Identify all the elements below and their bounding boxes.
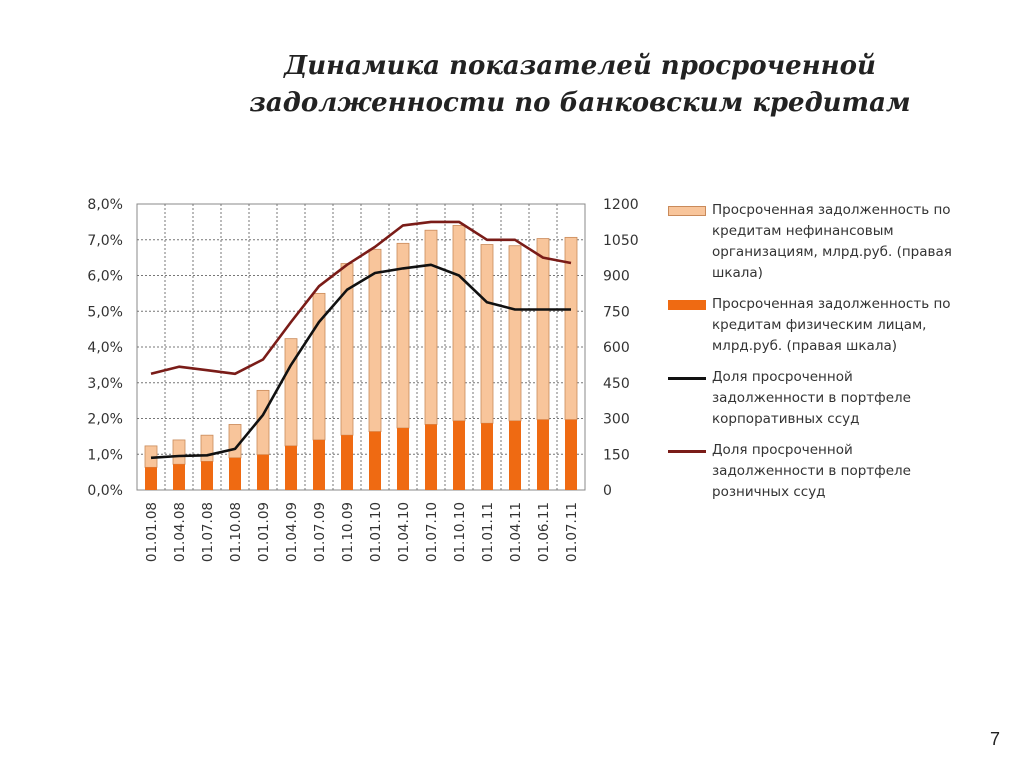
bar-retail	[341, 435, 353, 490]
line-retail-share	[150, 220, 572, 376]
title-line-2: задолженности по банковским кредитам	[249, 88, 911, 118]
right-axis-tick-label: 750	[603, 304, 630, 320]
bar-corporate	[284, 338, 298, 447]
legend-item-retail-line: Доля просроченной задолженности в портфе…	[668, 440, 968, 503]
right-axis-tick-label: 1200	[603, 197, 639, 213]
page-number: 7	[989, 729, 1000, 749]
right-axis-tick-label: 900	[603, 269, 630, 285]
bar-corporate	[424, 229, 438, 425]
bar-corporate	[200, 434, 214, 462]
x-axis-tick-label: 01.01.10	[368, 502, 384, 562]
x-axis-tick-label: 01.10.10	[452, 502, 468, 562]
left-axis-tick-label: 6,0%	[87, 269, 123, 285]
right-axis-tick-label: 0	[603, 483, 612, 499]
left-axis-tick-label: 5,0%	[87, 304, 123, 320]
bar-corporate	[256, 389, 270, 456]
legend-label-corporate-line: Доля просроченной задолженности в портфе…	[712, 369, 911, 427]
left-axis-tick-label: 1,0%	[87, 447, 123, 463]
legend-item-corporate-bar: Просроченная задолженность по кредитам н…	[668, 200, 968, 284]
legend-swatch-retail-line	[668, 450, 706, 453]
legend-item-retail-bar: Просроченная задолженность по кредитам ф…	[668, 294, 968, 357]
bar-retail	[145, 467, 157, 490]
bar-corporate	[172, 439, 186, 465]
x-axis-tick-label: 01.04.09	[284, 502, 300, 562]
x-axis-tick-label: 01.10.09	[340, 502, 356, 562]
bar-retail	[453, 420, 465, 490]
x-axis-tick-label: 01.04.08	[172, 502, 188, 562]
left-axis-tick-label: 0,0%	[87, 483, 123, 499]
legend-swatch-retail-bar	[668, 300, 706, 310]
x-axis-tick-label: 01.01.11	[480, 502, 496, 562]
left-axis-tick-label: 4,0%	[87, 340, 123, 356]
left-axis-tick-label: 3,0%	[87, 376, 123, 392]
right-axis-tick-label: 600	[603, 340, 630, 356]
bar-corporate	[508, 245, 522, 422]
right-axis-tick-label: 450	[603, 376, 630, 392]
bar-retail	[397, 428, 409, 490]
left-axis-tick-label: 8,0%	[87, 197, 123, 213]
legend-item-corporate-line: Доля просроченной задолженности в портфе…	[668, 367, 968, 430]
legend-label-corporate-bar: Просроченная задолженность по кредитам н…	[712, 202, 952, 281]
left-axis-tick-label: 2,0%	[87, 412, 123, 428]
bar-retail	[425, 424, 437, 490]
chart-legend: Просроченная задолженность по кредитам н…	[668, 200, 968, 513]
chart-lines	[150, 220, 572, 460]
bar-retail	[257, 454, 269, 490]
bar-retail	[313, 439, 325, 490]
legend-label-retail-bar: Просроченная задолженность по кредитам ф…	[712, 296, 951, 354]
x-axis-tick-label: 01.04.10	[396, 502, 412, 562]
bar-retail	[201, 461, 213, 490]
right-axis-tick-label: 300	[603, 412, 630, 428]
x-axis-tick-label: 01.06.11	[536, 502, 552, 562]
chart-bars	[144, 225, 578, 490]
bar-retail	[173, 464, 185, 490]
page-title: Динамика показателей просроченной задолж…	[200, 48, 960, 122]
x-axis-tick-label: 01.07.10	[424, 502, 440, 562]
legend-swatch-corporate-line	[668, 377, 706, 380]
chart-axes: 0,0% 1,0% 2,0% 3,0% 4,0% 5,0% 6,0% 7,0% 8,0% 0 150…	[87, 197, 638, 562]
x-axis-tick-label: 01.04.11	[508, 502, 524, 562]
right-axis-tick-label: 150	[603, 447, 630, 463]
bar-corporate	[452, 225, 466, 422]
x-axis-tick-label: 01.07.11	[564, 502, 580, 562]
x-axis-tick-label: 01.01.08	[144, 502, 160, 562]
bar-retail	[481, 423, 493, 490]
x-axis-tick-label: 01.01.09	[256, 502, 272, 562]
line-corporate-share	[150, 263, 571, 460]
bar-retail	[285, 445, 297, 490]
bar-corporate	[564, 236, 578, 421]
bar-corporate	[228, 424, 242, 459]
bar-corporate	[536, 238, 550, 421]
bar-retail	[565, 419, 577, 490]
bar-retail	[537, 419, 549, 490]
bar-retail	[229, 457, 241, 490]
right-axis-tick-label: 1050	[603, 233, 639, 249]
bar-corporate	[396, 242, 410, 429]
x-axis-tick-label: 01.07.09	[312, 502, 328, 562]
bar-retail	[369, 431, 381, 490]
legend-swatch-corporate-bar	[668, 206, 706, 216]
left-axis-tick-label: 7,0%	[87, 233, 123, 249]
x-axis-tick-label: 01.07.08	[200, 502, 216, 562]
legend-label-retail-line: Доля просроченной задолженности в портфе…	[712, 442, 911, 500]
bar-retail	[509, 420, 521, 490]
title-line-1: Динамика показателей просроченной	[284, 51, 876, 81]
bar-corporate	[480, 244, 494, 424]
x-axis-tick-label: 01.10.08	[228, 502, 244, 562]
